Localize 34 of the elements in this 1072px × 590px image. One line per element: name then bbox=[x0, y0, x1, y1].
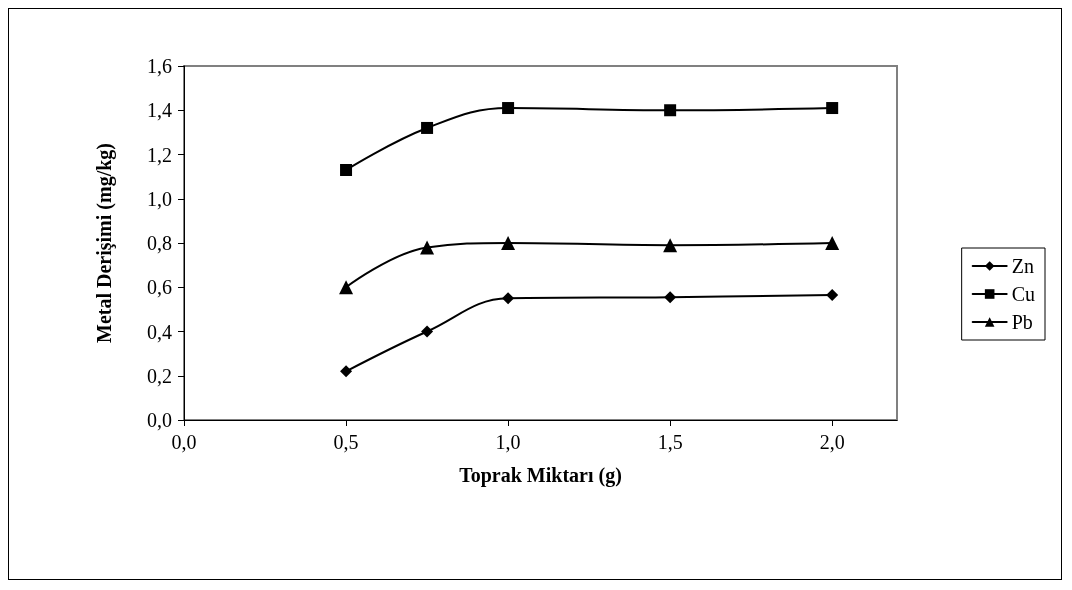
point bbox=[421, 121, 434, 134]
point bbox=[501, 236, 516, 250]
point bbox=[339, 280, 354, 295]
x-tick-label: 1,5 bbox=[657, 431, 683, 453]
x-tick-label: 1,0 bbox=[495, 431, 521, 453]
point bbox=[502, 102, 515, 115]
y-tick-label: 1,4 bbox=[147, 99, 172, 122]
legend-label: Zn bbox=[1011, 255, 1034, 277]
y-tick-label: 0,8 bbox=[147, 232, 172, 254]
y-tick-label: 0,4 bbox=[147, 320, 172, 343]
point bbox=[340, 163, 353, 176]
y-tick-label: 0,0 bbox=[147, 409, 172, 431]
x-tick-label: 2,0 bbox=[819, 431, 845, 453]
point bbox=[663, 238, 678, 253]
y-axis-title: Metal Derişimi (mg/kg) bbox=[93, 143, 116, 343]
point bbox=[826, 102, 839, 115]
x-tick-label: 0,0 bbox=[171, 431, 197, 453]
point bbox=[825, 236, 840, 250]
point bbox=[664, 104, 677, 117]
x-tick-label: 0,5 bbox=[333, 431, 359, 453]
legend-label: Pb bbox=[1011, 311, 1033, 333]
y-tick-label: 0,2 bbox=[147, 364, 172, 387]
point bbox=[502, 292, 515, 305]
x-axis-title: Toprak Miktarı (g) bbox=[459, 464, 622, 487]
point bbox=[340, 365, 353, 378]
y-tick-label: 1,2 bbox=[147, 143, 172, 166]
point bbox=[421, 325, 434, 338]
point bbox=[420, 240, 435, 255]
legend-label: Cu bbox=[1011, 283, 1035, 305]
y-tick-label: 1,6 bbox=[147, 55, 172, 77]
y-tick-label: 0,6 bbox=[147, 276, 172, 299]
y-tick-label: 1,0 bbox=[147, 187, 172, 210]
point bbox=[826, 288, 839, 301]
point bbox=[664, 291, 677, 304]
